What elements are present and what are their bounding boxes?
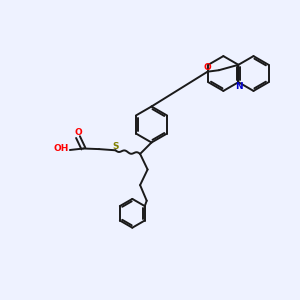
Text: S: S — [112, 142, 119, 151]
Text: OH: OH — [54, 144, 69, 153]
Text: O: O — [74, 128, 82, 137]
Text: N: N — [235, 82, 243, 91]
Text: O: O — [203, 63, 211, 72]
